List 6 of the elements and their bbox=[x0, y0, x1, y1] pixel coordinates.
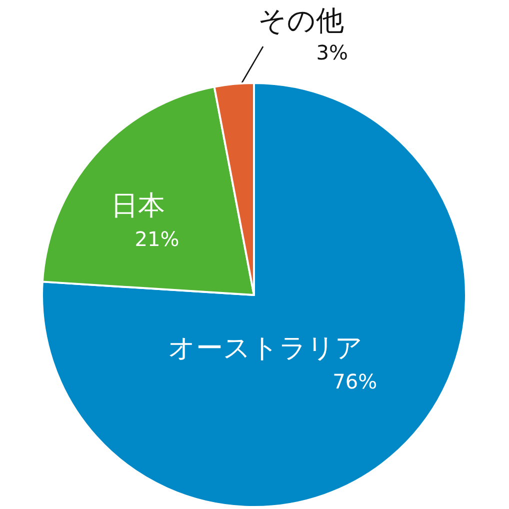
data-label: 3% bbox=[316, 40, 348, 64]
slice-label: その他 bbox=[258, 4, 344, 37]
data-label: 21% bbox=[134, 226, 180, 251]
data-label: 76% bbox=[332, 369, 378, 394]
slice-label: オーストラリア bbox=[168, 332, 364, 364]
slice-label: 日本 bbox=[111, 190, 166, 222]
